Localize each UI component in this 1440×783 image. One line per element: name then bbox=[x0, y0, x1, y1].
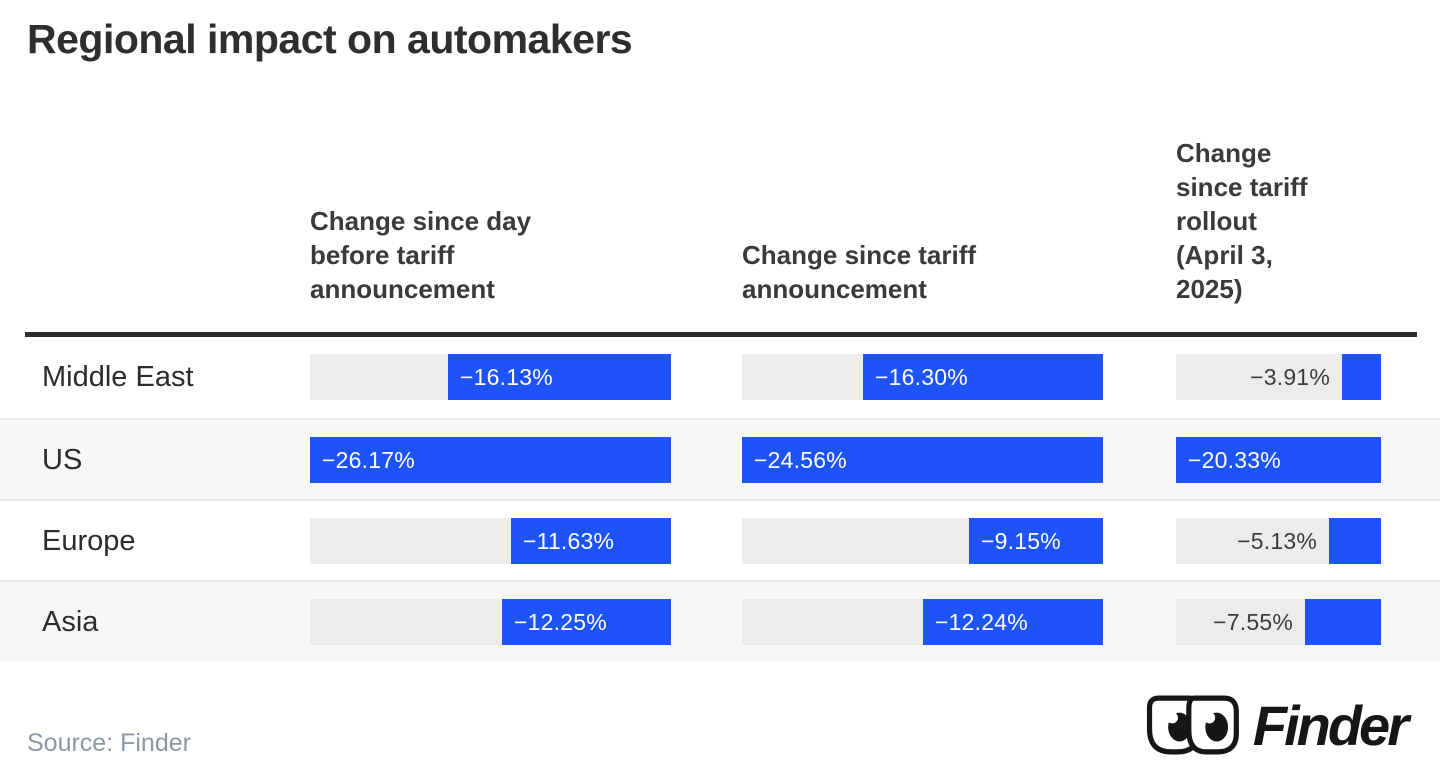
column-header-since-rollout: Change since tariff rollout (April 3, 20… bbox=[1176, 138, 1308, 304]
bar-value-label: −16.30% bbox=[875, 363, 968, 390]
bar-fill bbox=[310, 437, 671, 483]
bar-fill bbox=[1342, 354, 1381, 400]
bar-value-label: −3.91% bbox=[1250, 363, 1330, 390]
source-note: Source: Finder bbox=[27, 729, 191, 757]
bar-fill bbox=[863, 354, 1103, 400]
region-label: Europe bbox=[42, 525, 136, 557]
finder-logo: Finder bbox=[1145, 694, 1412, 761]
bar-fill bbox=[511, 518, 671, 564]
bar-value-label: −5.13% bbox=[1237, 527, 1317, 554]
column-headers: Change since day before tariff announcem… bbox=[0, 0, 1440, 332]
page-title: Regional impact on automakers bbox=[27, 16, 633, 62]
header-rule bbox=[25, 332, 1417, 337]
bar-value-label: −20.33% bbox=[1188, 446, 1281, 473]
finder-wordmark: Finder bbox=[1252, 693, 1409, 757]
bar-value-label: −11.63% bbox=[523, 527, 615, 554]
bar-track: −16.13% bbox=[310, 354, 671, 400]
bar-value-label: −7.55% bbox=[1213, 608, 1293, 635]
bar-track: −3.91% bbox=[1176, 354, 1381, 400]
bar-track: −12.24% bbox=[742, 599, 1103, 645]
table-row: Asia −12.25% −12.24% −7.55% bbox=[0, 580, 1440, 661]
bar-value-label: −26.17% bbox=[322, 446, 415, 473]
bar-fill bbox=[502, 599, 671, 645]
table-row: US −26.17% −24.56% −20.33% bbox=[0, 418, 1440, 499]
column-header-since-announcement: Change since tariff announcement bbox=[742, 240, 977, 304]
bar-value-label: −9.15% bbox=[981, 527, 1061, 554]
bar-value-label: −12.25% bbox=[514, 608, 607, 635]
region-label: US bbox=[42, 444, 83, 476]
column-header-day-before-announcement: Change since day before tariff announcem… bbox=[310, 206, 532, 304]
bar-fill bbox=[969, 518, 1103, 564]
finder-goggles-icon bbox=[1145, 694, 1245, 761]
bar-track: −16.30% bbox=[742, 354, 1103, 400]
bar-fill bbox=[1176, 437, 1381, 483]
bar-track: −7.55% bbox=[1176, 599, 1381, 645]
bar-value-label: −16.13% bbox=[460, 363, 553, 390]
bar-track: −9.15% bbox=[742, 518, 1103, 564]
region-label: Asia bbox=[42, 606, 99, 638]
bar-value-label: −12.24% bbox=[935, 608, 1028, 635]
region-label: Middle East bbox=[42, 361, 194, 393]
bar-track: −26.17% bbox=[310, 437, 671, 483]
bar-value-label: −24.56% bbox=[754, 446, 847, 473]
bar-fill bbox=[742, 437, 1103, 483]
table-row: Middle East −16.13% −16.30% −3.91% bbox=[0, 337, 1440, 418]
bar-track: −12.25% bbox=[310, 599, 671, 645]
bar-track: −11.63% bbox=[310, 518, 671, 564]
table-row: Europe −11.63% −9.15% −5.13% bbox=[0, 499, 1440, 580]
bar-track: −5.13% bbox=[1176, 518, 1381, 564]
bar-fill bbox=[1329, 518, 1381, 564]
bar-fill bbox=[923, 599, 1103, 645]
bar-fill bbox=[1305, 599, 1381, 645]
bar-track: −24.56% bbox=[742, 437, 1103, 483]
bar-fill bbox=[448, 354, 671, 400]
bar-track: −20.33% bbox=[1176, 437, 1381, 483]
